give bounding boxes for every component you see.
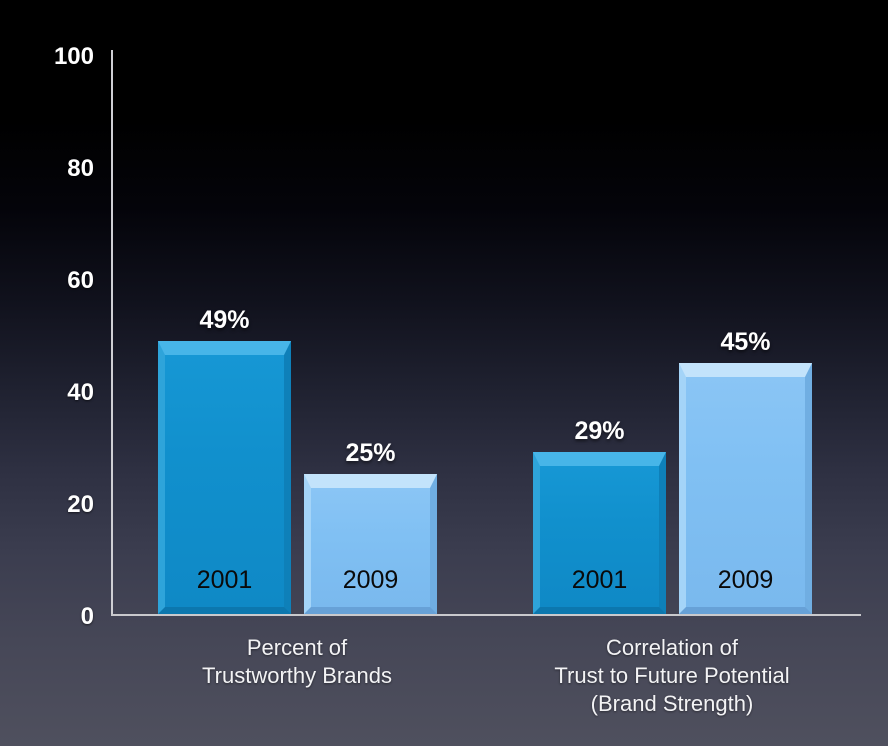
bar-unit-correlation-2009: 45% 2009: [679, 0, 812, 614]
y-tick-20: 20: [67, 491, 94, 518]
y-tick-100: 100: [53, 43, 94, 70]
y-tick-60: 60: [67, 267, 94, 294]
category-line: (Brand Strength): [590, 691, 754, 716]
category-line: Correlation of: [605, 635, 739, 660]
y-tick-40: 40: [67, 379, 94, 406]
category-label-trustworthy: Percent of Trustworthy Brands: [97, 634, 497, 690]
value-label: 49%: [199, 306, 250, 334]
y-tick-80: 80: [67, 155, 94, 182]
bar-2009-correlation: 2009: [679, 363, 812, 614]
bar-2001-correlation: 2001: [533, 452, 666, 614]
x-axis-line: [111, 614, 861, 616]
bar-unit-trustworthy-2001: 49% 2001: [158, 0, 291, 614]
category-line: Trust to Future Potential: [554, 663, 790, 688]
value-label: 29%: [574, 417, 625, 445]
y-axis-line: [111, 50, 113, 616]
bar-2009-trustworthy: 2009: [304, 474, 437, 614]
y-tick-0: 0: [80, 603, 94, 630]
year-label: 2001: [571, 566, 628, 594]
year-label: 2009: [342, 566, 399, 594]
category-label-correlation: Correlation of Trust to Future Potential…: [472, 634, 872, 718]
bar-2001-trustworthy: 2001: [158, 341, 291, 614]
bar-unit-trustworthy-2009: 25% 2009: [304, 0, 437, 614]
year-label: 2001: [196, 566, 253, 594]
value-label: 45%: [720, 328, 771, 356]
bar-unit-correlation-2001: 29% 2001: [533, 0, 666, 614]
category-line: Trustworthy Brands: [202, 663, 392, 688]
year-label: 2009: [717, 566, 774, 594]
category-line: Percent of: [246, 635, 348, 660]
value-label: 25%: [345, 439, 396, 467]
